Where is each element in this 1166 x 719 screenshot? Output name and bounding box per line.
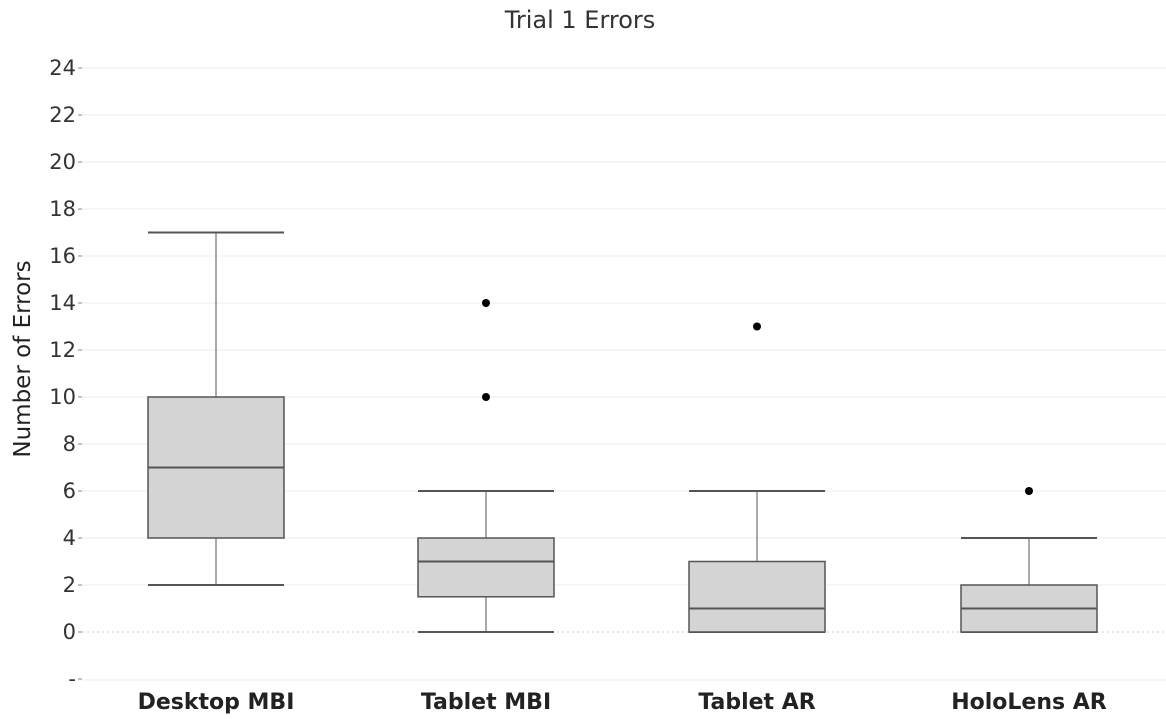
x-tick-label: HoloLens AR: [951, 690, 1107, 715]
outlier-point: [482, 393, 490, 401]
grid-lines: [82, 67, 1166, 633]
y-tick-label: 6: [63, 479, 76, 503]
box-plot: [147, 231, 285, 586]
x-tick-label: Desktop MBI: [138, 690, 295, 715]
x-tick-label: Tablet AR: [698, 690, 815, 715]
box-plots: [147, 231, 1098, 633]
y-tick-label: 22: [49, 103, 76, 127]
x-tick-label: Tablet MBI: [421, 690, 551, 715]
y-tick-label: 4: [63, 526, 76, 550]
box-plot: [688, 322, 826, 633]
box-body: [688, 560, 826, 633]
y-tick-label: 20: [49, 150, 76, 174]
x-axis: Desktop MBI Tablet MBI Tablet AR HoloLens A…: [82, 679, 1166, 715]
y-tick-label: 24: [49, 56, 76, 80]
chart-title: Trial 1 Errors: [504, 6, 656, 34]
y-tick-label: 16: [49, 244, 76, 268]
y-tick-label: 12: [49, 338, 76, 362]
y-tick-label: 14: [49, 291, 76, 315]
box-plot: [417, 299, 555, 633]
box-plot: [960, 487, 1098, 633]
y-tick-label: 18: [49, 197, 76, 221]
box-body: [417, 537, 555, 598]
y-tick-label: 10: [49, 385, 76, 409]
outlier-point: [1025, 487, 1033, 495]
y-tick-label: -: [68, 667, 76, 691]
y-tick-label: 8: [63, 432, 76, 456]
outlier-point: [482, 299, 490, 307]
y-axis-label: Number of Errors: [10, 260, 36, 457]
y-tick-label: 0: [63, 620, 76, 644]
y-tick-label: 2: [63, 573, 76, 597]
outlier-point: [753, 322, 761, 331]
